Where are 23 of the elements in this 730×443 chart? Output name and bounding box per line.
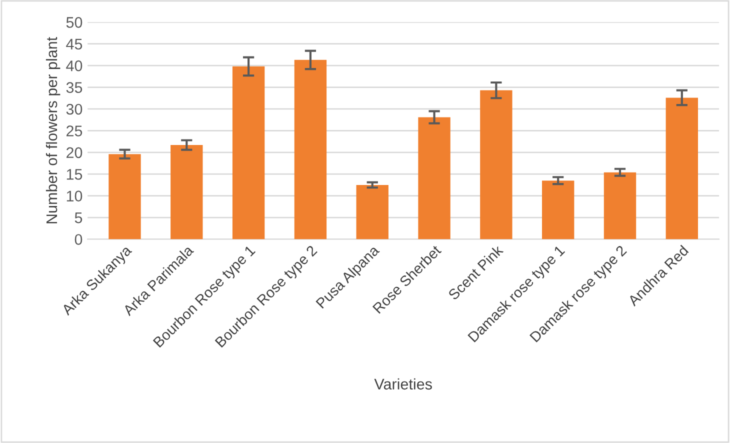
y-tick-label: 5 bbox=[74, 212, 82, 224]
bar bbox=[356, 184, 388, 240]
y-tick-label: 0 bbox=[74, 234, 82, 245]
y-tick-label: 25 bbox=[66, 126, 82, 136]
bar bbox=[666, 98, 698, 240]
x-axis-title: Varieties bbox=[374, 378, 432, 390]
bar bbox=[418, 117, 450, 240]
bar bbox=[108, 154, 141, 240]
y-tick-label: 15 bbox=[66, 169, 82, 180]
y-tick-label: 20 bbox=[66, 147, 82, 158]
y-tick-label: 30 bbox=[66, 104, 82, 115]
bar bbox=[480, 90, 512, 240]
bar bbox=[232, 66, 265, 240]
y-tick-label: 10 bbox=[66, 190, 82, 202]
y-tick-label: 45 bbox=[66, 38, 82, 50]
y-axis-title: Number of flowers per plant bbox=[46, 36, 60, 224]
bar bbox=[170, 145, 203, 240]
bar bbox=[542, 180, 574, 240]
y-tick-label: 50 bbox=[66, 17, 82, 28]
y-tick-label: 35 bbox=[66, 82, 82, 93]
bar bbox=[294, 60, 327, 240]
bar bbox=[604, 172, 636, 240]
y-tick-label: 40 bbox=[66, 60, 82, 72]
